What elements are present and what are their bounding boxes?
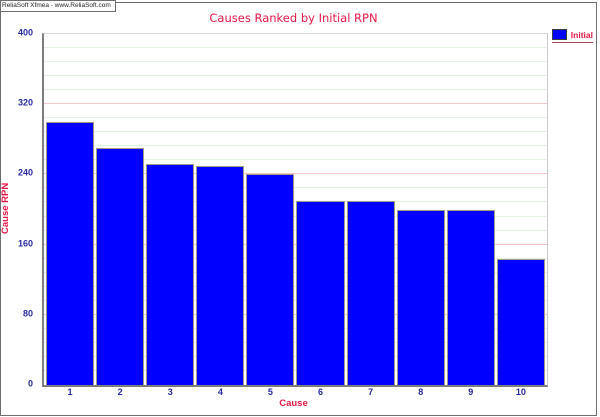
minor-gridline [44,355,547,357]
bar-cause-9 [446,209,495,385]
legend-label-initial: Initial [570,29,593,40]
chart-title: Causes Ranked by Initial RPN [209,11,378,25]
minor-gridline [44,215,547,217]
minor-gridline [44,369,547,371]
major-gridline [44,313,547,315]
major-gridline [44,103,547,105]
bar-cause-3 [146,163,195,385]
y-tick-label: 240 [17,167,33,178]
minor-gridline [44,89,547,91]
y-tick-label: 160 [17,238,33,249]
major-gridline [44,173,547,175]
bar-cause-6 [296,200,345,385]
watermark: ReliaSoft Xfmea - www.ReliaSoft.com [0,0,116,12]
y-tick-label: 0 [27,378,33,389]
x-tick-label: 9 [468,387,474,397]
minor-gridline [44,257,547,259]
legend: Initial [551,29,593,43]
minor-gridline [44,285,547,287]
minor-gridline [44,201,547,203]
x-tick-label: 1 [67,387,73,397]
gridlines [44,34,547,385]
bar-cause-1 [46,121,95,385]
x-tick-label: 3 [167,387,173,397]
bars [44,34,547,385]
plot-area [42,33,548,387]
bar-cause-2 [96,148,145,385]
major-gridline [44,243,547,245]
minor-gridline [44,159,547,161]
y-tick-label: 80 [22,308,33,319]
y-tick-label: 320 [17,97,33,108]
minor-gridline [44,117,547,119]
bar-cause-4 [196,165,245,385]
x-tick-label: 10 [515,387,526,397]
minor-gridline [44,75,547,77]
bar-cause-5 [246,174,295,385]
bar-cause-8 [396,209,445,385]
x-tick-label: 6 [318,387,324,397]
minor-gridline [44,61,547,63]
x-tick-label: 8 [418,387,424,397]
minor-gridline [44,187,547,189]
y-axis-ticks: 0 80 160 240 320 400 [0,28,38,388]
x-tick-label: 2 [117,387,123,397]
minor-gridline [44,131,547,133]
x-tick-label: 4 [217,387,223,397]
minor-gridline [44,47,547,49]
minor-gridline [44,327,547,329]
minor-gridline [44,271,547,273]
x-axis-title: Cause [279,398,308,409]
minor-gridline [44,229,547,231]
bar-cause-7 [346,200,395,385]
minor-gridline [44,341,547,343]
y-tick-label: 400 [17,27,33,38]
minor-gridline [44,299,547,301]
x-tick-label: 7 [368,387,374,397]
legend-swatch-initial [551,29,567,40]
minor-gridline [44,145,547,147]
x-tick-label: 5 [267,387,273,397]
x-axis-ticks: 1 2 3 4 5 6 7 8 9 10 [44,387,547,397]
bar-cause-10 [496,258,545,385]
